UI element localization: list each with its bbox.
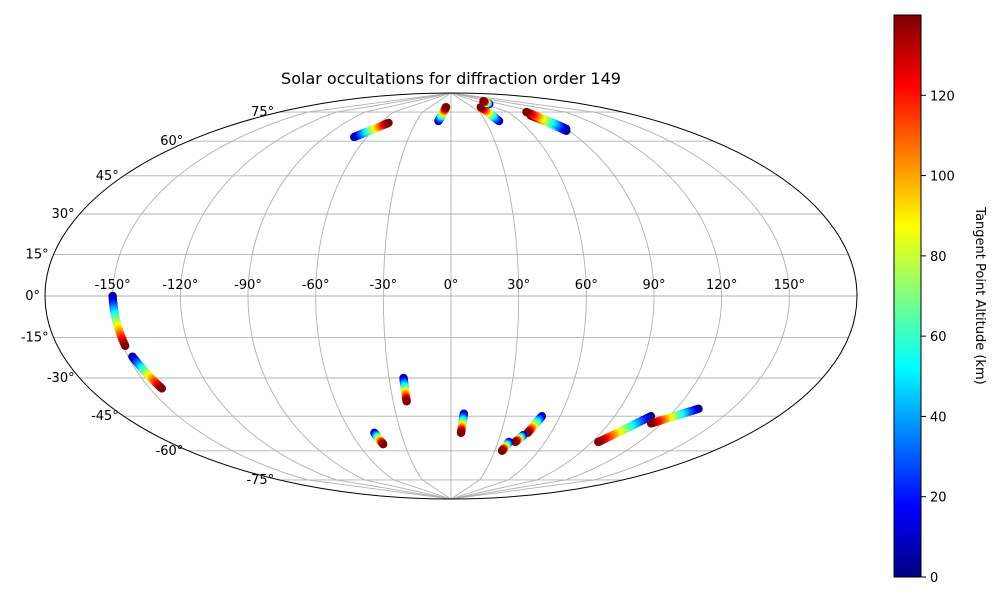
latitude-tick-labels: 75° 60° 45° 30° 15° 0° -15° -30° -45° -60° -75° bbox=[21, 105, 274, 488]
lon-tick-label: 120° bbox=[706, 278, 737, 293]
meridian-line bbox=[450, 92, 537, 113]
lon-tick-label: -60° bbox=[302, 278, 330, 293]
colorbar bbox=[893, 14, 922, 578]
longitude-tick-labels: -150° -120° -90° -60° -30° 0° 30° 60° 90° 120° 150… bbox=[95, 278, 805, 293]
graticule bbox=[45, 92, 857, 500]
lon-tick-label: -120° bbox=[162, 278, 198, 293]
meridian-line bbox=[450, 479, 509, 500]
occultation-point bbox=[402, 397, 411, 406]
lon-tick-label: -90° bbox=[234, 278, 262, 293]
lat-tick-label: -45° bbox=[91, 409, 119, 424]
occultation-point bbox=[157, 384, 167, 393]
occultation-point bbox=[441, 102, 451, 112]
meridian-line bbox=[336, 92, 452, 113]
colorbar-tick-label: 0 bbox=[930, 571, 938, 586]
lat-tick-label: -15° bbox=[21, 331, 49, 346]
lat-tick-label: 60° bbox=[160, 134, 183, 149]
occultation-point bbox=[497, 446, 507, 455]
meridian-line bbox=[450, 479, 566, 500]
colorbar-label: Tangent Point Altitude (km) bbox=[972, 206, 987, 384]
lat-tick-label: -30° bbox=[47, 371, 75, 386]
meridian-line bbox=[450, 92, 595, 113]
occultation-point bbox=[594, 437, 603, 447]
occultation-point bbox=[511, 437, 520, 447]
colorbar-tick-label: 20 bbox=[930, 491, 947, 506]
meridian-line bbox=[450, 92, 480, 113]
meridian-line bbox=[422, 479, 452, 500]
colorbar-tick-label: 60 bbox=[930, 330, 947, 345]
occultation-point bbox=[378, 440, 388, 449]
meridian-line bbox=[422, 92, 452, 113]
colorbar-tick-label: 40 bbox=[930, 410, 947, 425]
lat-tick-label: 15° bbox=[26, 247, 49, 262]
occultation-points bbox=[108, 97, 703, 455]
meridian-line bbox=[365, 479, 452, 500]
colorbar-tick-label: 120 bbox=[930, 89, 955, 104]
lat-tick-label: 45° bbox=[96, 169, 119, 184]
lat-tick-label: 75° bbox=[251, 105, 274, 120]
lat-tick-label: -75° bbox=[246, 473, 274, 488]
lon-tick-label: -30° bbox=[369, 278, 397, 293]
lon-tick-label: 30° bbox=[507, 278, 530, 293]
colorbar-ticks: 0 20 40 60 80 100 120 bbox=[921, 89, 955, 586]
meridian-line bbox=[393, 479, 452, 500]
colorbar-tick-label: 80 bbox=[930, 250, 947, 265]
lon-tick-label: 90° bbox=[642, 278, 665, 293]
meridian-line bbox=[450, 479, 480, 500]
lat-tick-label: -60° bbox=[156, 444, 184, 459]
meridian-line bbox=[365, 92, 452, 113]
occultation-point bbox=[646, 419, 656, 428]
meridian-line bbox=[336, 479, 452, 500]
occultation-point bbox=[120, 341, 130, 350]
lon-tick-label: 0° bbox=[444, 278, 459, 293]
occultation-point bbox=[384, 118, 393, 128]
lat-tick-label: 30° bbox=[52, 207, 75, 222]
meridian-line bbox=[450, 479, 595, 500]
chart-title: Solar occultations for diffraction order… bbox=[281, 69, 621, 88]
lat-tick-label: 0° bbox=[25, 289, 40, 304]
lon-tick-label: 60° bbox=[575, 278, 598, 293]
meridian-line bbox=[393, 92, 452, 113]
map-outline bbox=[44, 92, 858, 500]
colorbar-tick-label: 100 bbox=[930, 170, 955, 185]
occultation-point bbox=[456, 428, 466, 438]
lon-tick-label: 150° bbox=[774, 278, 805, 293]
meridian-line bbox=[307, 92, 452, 113]
occultation-point bbox=[479, 97, 488, 106]
meridian-line bbox=[450, 479, 537, 500]
occultation-point bbox=[522, 107, 531, 117]
lon-tick-label: -150° bbox=[95, 278, 131, 293]
meridian-line bbox=[450, 92, 566, 113]
meridian-line bbox=[307, 479, 452, 500]
